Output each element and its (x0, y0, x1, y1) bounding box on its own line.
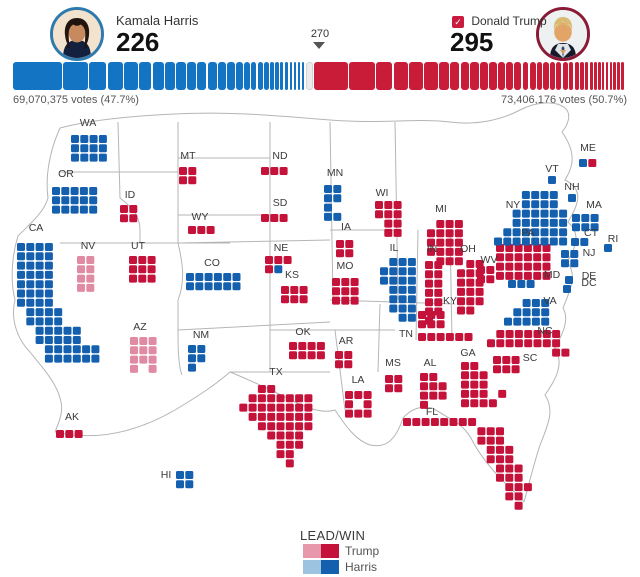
svg-text:AL: AL (424, 357, 437, 369)
svg-text:MT: MT (180, 150, 196, 162)
svg-text:NV: NV (81, 240, 96, 252)
svg-text:SD: SD (273, 197, 288, 209)
svg-text:GA: GA (460, 347, 475, 359)
svg-text:UT: UT (131, 240, 146, 252)
svg-text:HI: HI (161, 469, 172, 481)
svg-text:IL: IL (390, 242, 399, 254)
svg-text:MA: MA (586, 199, 602, 211)
svg-text:MI: MI (435, 203, 447, 215)
svg-text:NC: NC (537, 325, 553, 337)
svg-text:RI: RI (608, 233, 619, 245)
svg-text:ID: ID (125, 189, 136, 201)
svg-text:WI: WI (376, 187, 389, 199)
svg-text:MS: MS (385, 357, 401, 369)
svg-text:KY: KY (443, 295, 457, 307)
svg-text:PA: PA (521, 227, 534, 239)
svg-text:DC: DC (581, 277, 597, 289)
svg-text:ME: ME (580, 142, 596, 154)
svg-text:IA: IA (341, 221, 351, 233)
svg-text:FL: FL (426, 406, 438, 418)
svg-text:OK: OK (295, 326, 310, 338)
svg-text:AZ: AZ (133, 321, 147, 333)
svg-text:NE: NE (274, 242, 289, 254)
svg-text:ND: ND (272, 150, 288, 162)
svg-text:TN: TN (399, 328, 413, 340)
svg-text:OH: OH (460, 243, 476, 255)
svg-text:NY: NY (506, 199, 521, 211)
svg-text:AK: AK (65, 411, 79, 423)
svg-text:LA: LA (352, 374, 365, 386)
svg-text:CO: CO (204, 257, 220, 269)
svg-text:VT: VT (545, 163, 559, 175)
svg-text:NH: NH (564, 181, 579, 193)
svg-text:NM: NM (193, 329, 209, 341)
svg-text:IN: IN (427, 243, 438, 255)
svg-text:AR: AR (339, 335, 354, 347)
svg-text:NJ: NJ (583, 247, 596, 259)
svg-text:OR: OR (58, 168, 74, 180)
svg-text:TX: TX (269, 366, 282, 378)
svg-text:SC: SC (523, 352, 538, 364)
svg-text:KS: KS (285, 269, 299, 281)
svg-text:MO: MO (337, 260, 354, 272)
svg-text:VA: VA (543, 295, 556, 307)
svg-text:WA: WA (80, 117, 97, 129)
svg-text:WV: WV (481, 254, 498, 266)
svg-text:CT: CT (584, 227, 599, 239)
svg-text:WY: WY (192, 211, 209, 223)
svg-text:MN: MN (327, 167, 343, 179)
svg-text:MD: MD (544, 269, 561, 281)
svg-text:CA: CA (29, 222, 44, 234)
